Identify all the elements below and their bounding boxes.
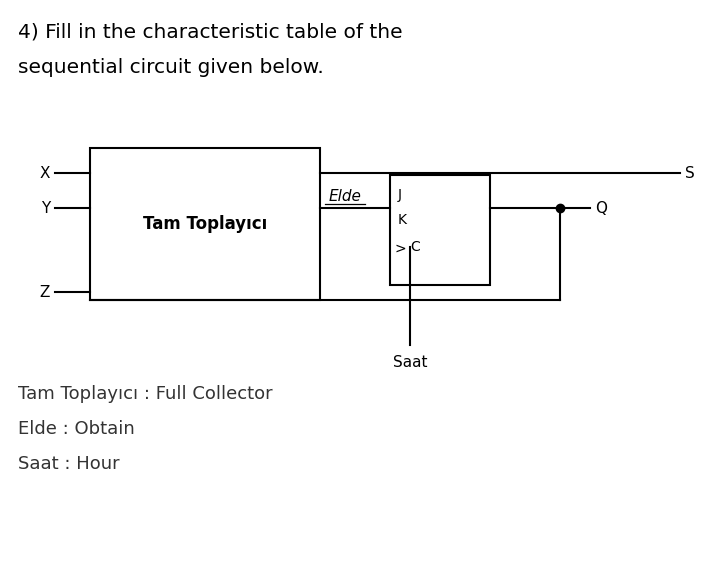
Text: Elde: Elde (328, 189, 361, 204)
Text: Tam Toplayıcı : Full Collector: Tam Toplayıcı : Full Collector (18, 385, 273, 403)
Text: Saat: Saat (392, 355, 427, 370)
Text: 4) Fill in the characteristic table of the: 4) Fill in the characteristic table of t… (18, 22, 402, 41)
Text: K: K (398, 213, 407, 227)
Text: J: J (398, 188, 402, 202)
Bar (390, 175, 490, 285)
Text: Tam Toplayıcı: Tam Toplayıcı (143, 215, 267, 233)
Text: Saat : Hour: Saat : Hour (18, 455, 120, 473)
Bar (90, 148, 320, 300)
Text: >: > (394, 242, 405, 256)
Text: Y: Y (41, 200, 50, 215)
Text: sequential circuit given below.: sequential circuit given below. (18, 58, 324, 77)
Text: S: S (685, 165, 695, 181)
Text: C: C (410, 240, 420, 254)
Text: Z: Z (40, 284, 50, 300)
Text: Elde : Obtain: Elde : Obtain (18, 420, 135, 438)
Text: X: X (40, 165, 50, 181)
Text: Q: Q (595, 200, 607, 215)
